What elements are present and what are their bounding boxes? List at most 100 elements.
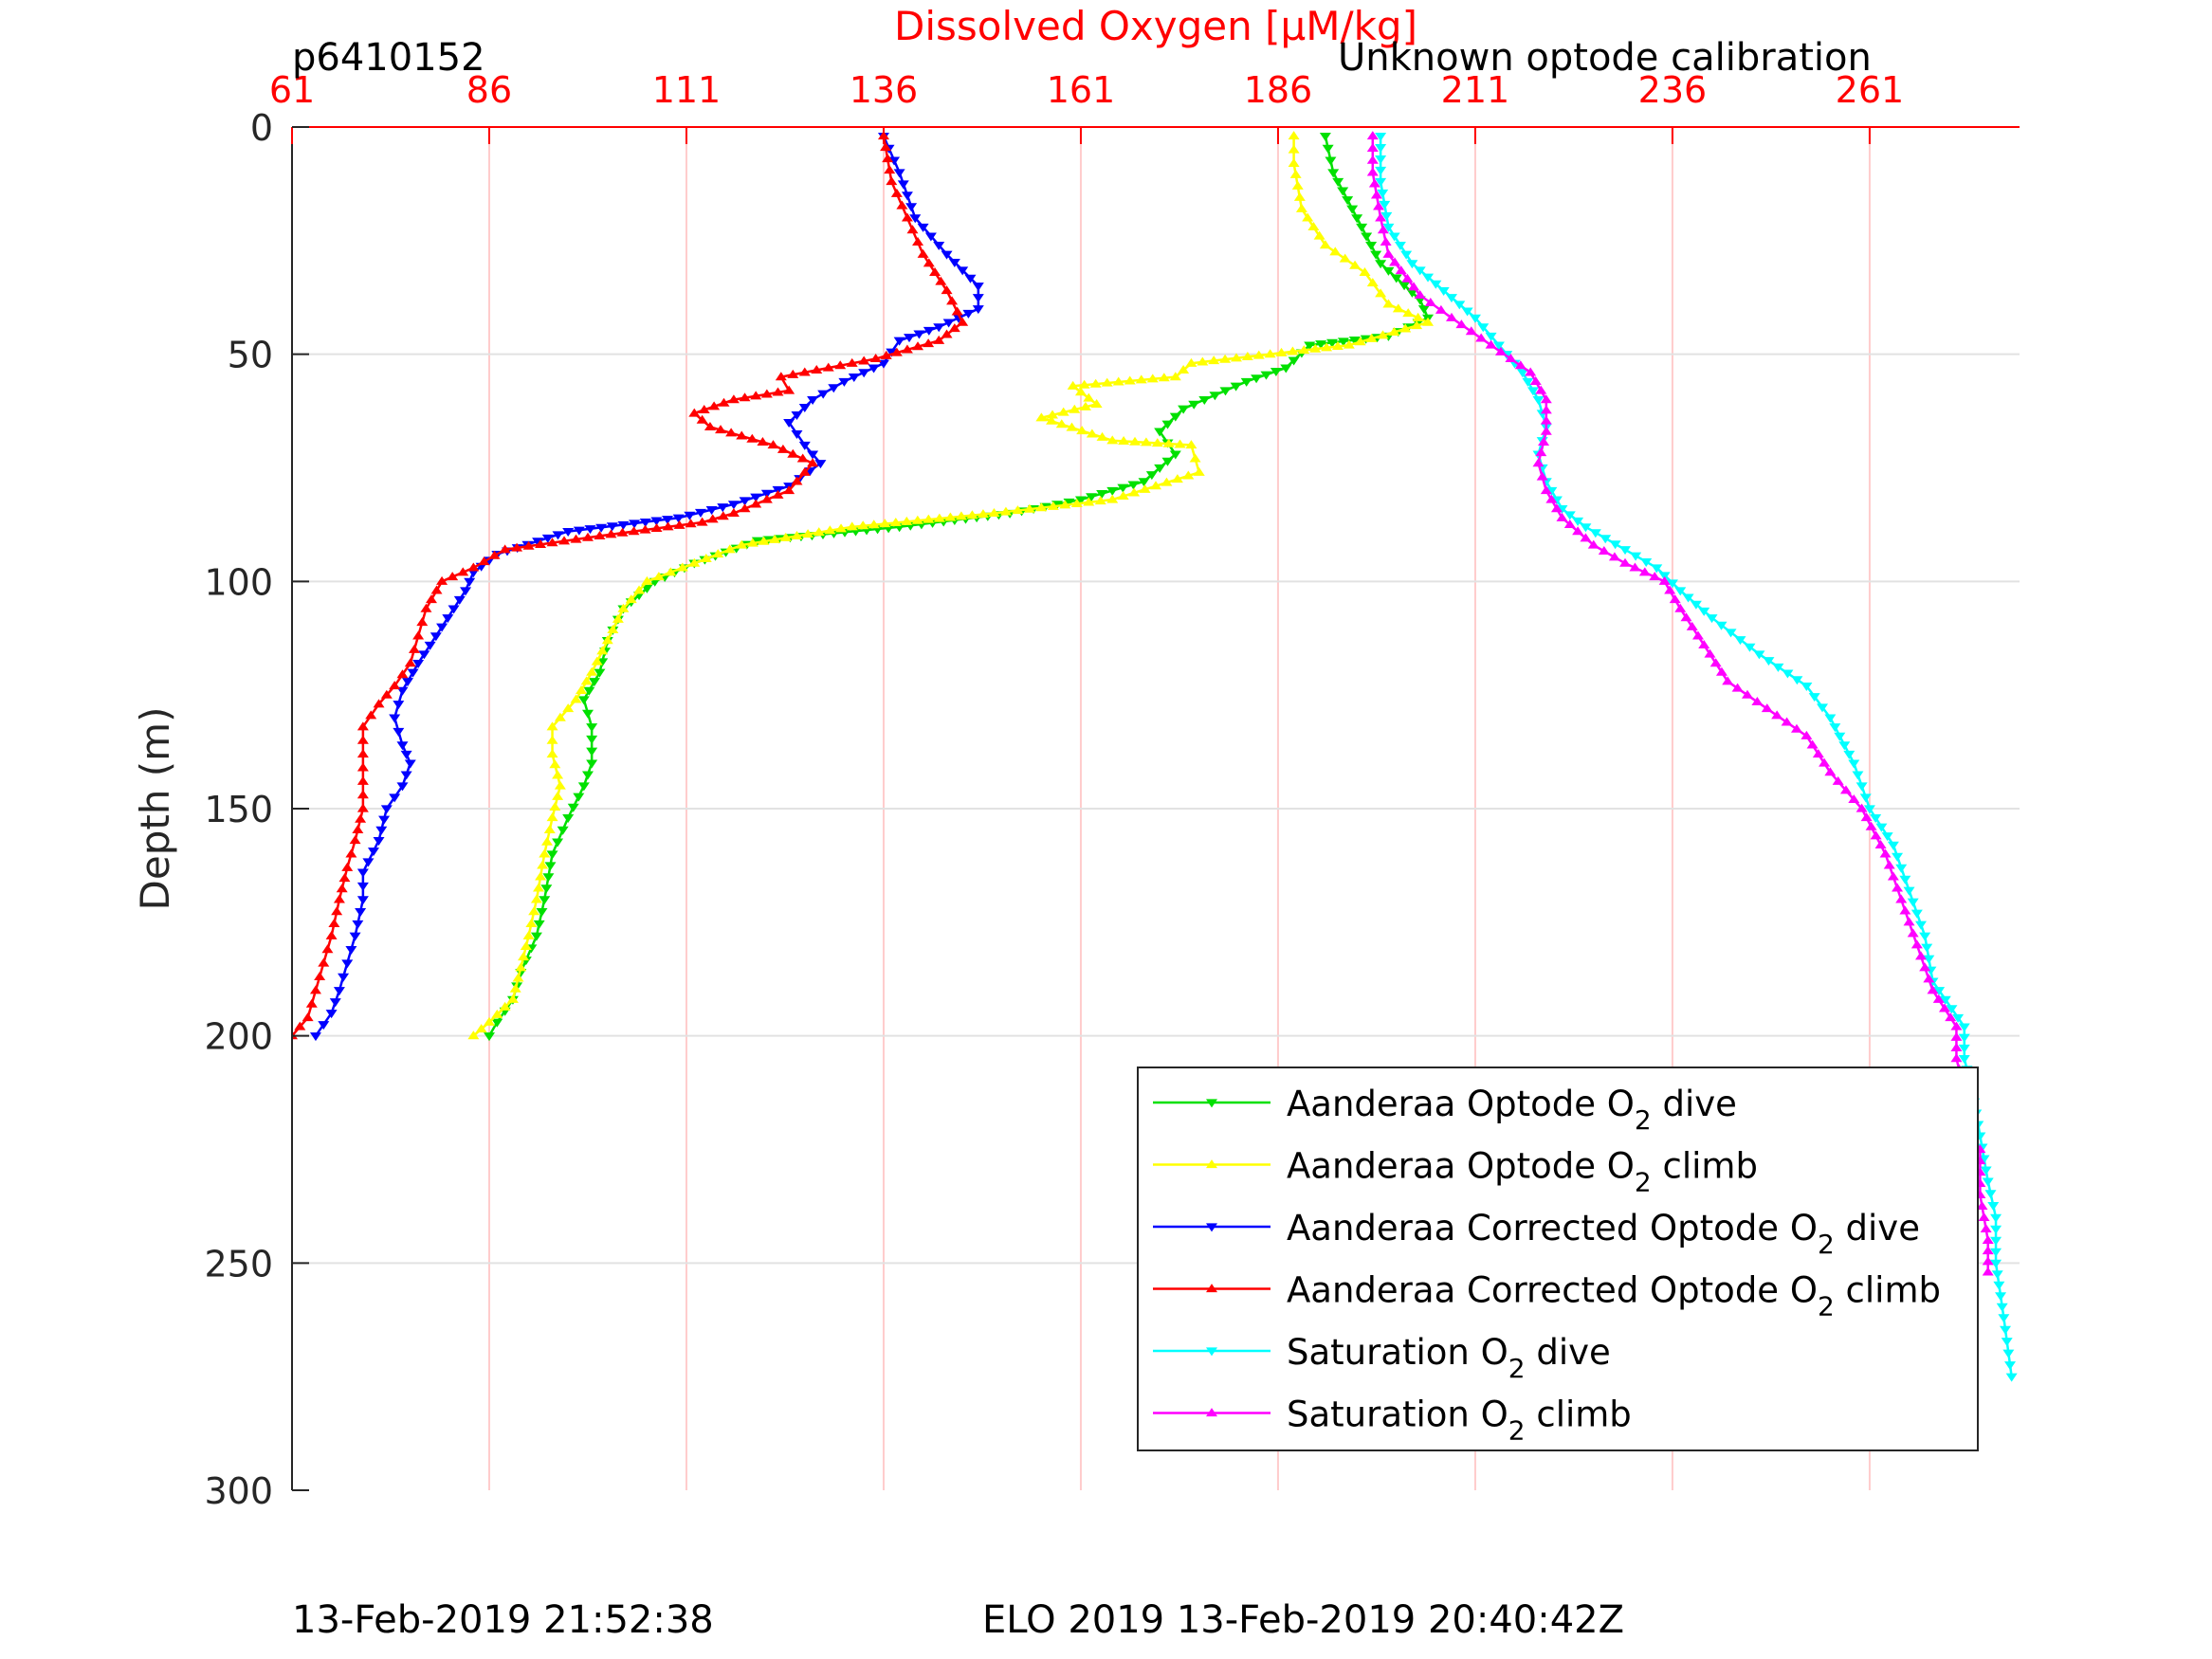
data-point <box>408 644 420 653</box>
data-point <box>1161 477 1173 486</box>
data-point <box>893 337 905 346</box>
data-point <box>586 759 598 769</box>
data-point <box>944 512 957 521</box>
data-point <box>1751 696 1764 705</box>
data-point <box>1806 739 1819 749</box>
data-point <box>1117 483 1129 493</box>
data-point <box>491 1018 503 1028</box>
data-point <box>1348 337 1361 346</box>
legend-marker <box>1206 1284 1217 1293</box>
data-point <box>1380 211 1393 221</box>
data-point <box>345 945 357 955</box>
legend-label: Saturation O2 dive <box>1287 1332 1611 1384</box>
data-point <box>552 838 564 848</box>
data-point <box>1950 1031 1963 1041</box>
data-point <box>1772 663 1784 672</box>
data-point <box>1325 156 1337 166</box>
data-point <box>1469 314 1481 323</box>
data-point <box>309 1032 321 1042</box>
footer-mission-label: ELO 2019 13-Feb-2019 20:40:42Z <box>982 1598 1624 1642</box>
data-point <box>1865 821 1877 830</box>
data-point <box>1435 304 1447 314</box>
data-point <box>576 684 588 694</box>
data-point <box>1076 426 1088 435</box>
data-point <box>1860 812 1873 822</box>
legend-marker <box>1206 1223 1217 1232</box>
data-point <box>1680 612 1692 622</box>
data-point <box>1298 345 1310 355</box>
data-point <box>935 276 947 285</box>
data-point <box>1398 282 1411 291</box>
data-point <box>1879 848 1892 858</box>
data-point <box>1982 1256 1994 1266</box>
data-point <box>1658 575 1671 585</box>
data-point <box>1375 166 1387 175</box>
data-point <box>356 882 369 891</box>
data-point <box>942 319 955 328</box>
data-point <box>1219 387 1232 396</box>
data-point <box>1870 813 1882 823</box>
data-point <box>1525 367 1537 376</box>
data-point <box>1556 512 1568 521</box>
data-point <box>1332 177 1344 187</box>
data-point <box>404 658 416 667</box>
data-point <box>1545 494 1558 503</box>
data-point <box>1895 864 1908 873</box>
data-point <box>1529 376 1542 386</box>
data-point <box>1976 1201 1988 1211</box>
data-point <box>1834 732 1846 741</box>
data-point <box>1540 415 1552 425</box>
data-point <box>700 553 712 562</box>
data-point <box>966 510 978 520</box>
data-point <box>546 749 558 758</box>
legend-label: Aanderaa Optode O2 dive <box>1287 1084 1737 1136</box>
data-point <box>1629 562 1641 572</box>
data-point <box>557 826 569 835</box>
data-point <box>739 497 751 506</box>
data-point <box>662 516 674 525</box>
data-point <box>905 203 918 212</box>
data-point <box>901 344 913 354</box>
data-point <box>1950 1053 1963 1063</box>
data-point <box>1287 346 1299 356</box>
data-point <box>1264 349 1276 358</box>
data-point <box>884 165 896 174</box>
data-point <box>767 440 779 449</box>
data-point <box>1382 266 1395 276</box>
data-point <box>596 646 609 655</box>
data-point <box>798 466 811 476</box>
data-point <box>1839 785 1852 794</box>
data-point <box>1875 823 1888 832</box>
data-point <box>1079 401 1091 410</box>
data-point <box>1417 305 1430 315</box>
data-point <box>1910 909 1923 919</box>
legend-label: Aanderaa Corrected Optode O2 climb <box>1287 1270 1941 1322</box>
data-point <box>594 668 606 678</box>
series-line <box>472 136 1430 1037</box>
data-point <box>1394 242 1406 251</box>
data-point <box>1945 1012 1957 1022</box>
data-point <box>1475 333 1488 342</box>
data-point <box>1919 932 1931 941</box>
data-point <box>787 448 799 458</box>
data-point <box>909 214 922 224</box>
data-point <box>436 623 448 632</box>
data-point <box>1375 143 1387 153</box>
data-point <box>416 617 429 627</box>
data-point <box>1083 392 1095 402</box>
legend-marker <box>1206 1159 1217 1169</box>
data-point <box>356 868 369 878</box>
data-point <box>1154 428 1166 437</box>
data-point <box>467 562 480 572</box>
data-point <box>1619 557 1632 567</box>
data-point <box>518 952 530 961</box>
data-point <box>869 354 882 363</box>
data-point <box>1522 377 1534 387</box>
data-point <box>758 536 770 545</box>
data-point <box>673 520 686 529</box>
data-point <box>775 372 787 381</box>
data-point <box>1342 196 1354 206</box>
data-point <box>1083 497 1095 506</box>
y-tick-label: 150 <box>204 789 273 830</box>
data-point <box>1674 587 1687 596</box>
